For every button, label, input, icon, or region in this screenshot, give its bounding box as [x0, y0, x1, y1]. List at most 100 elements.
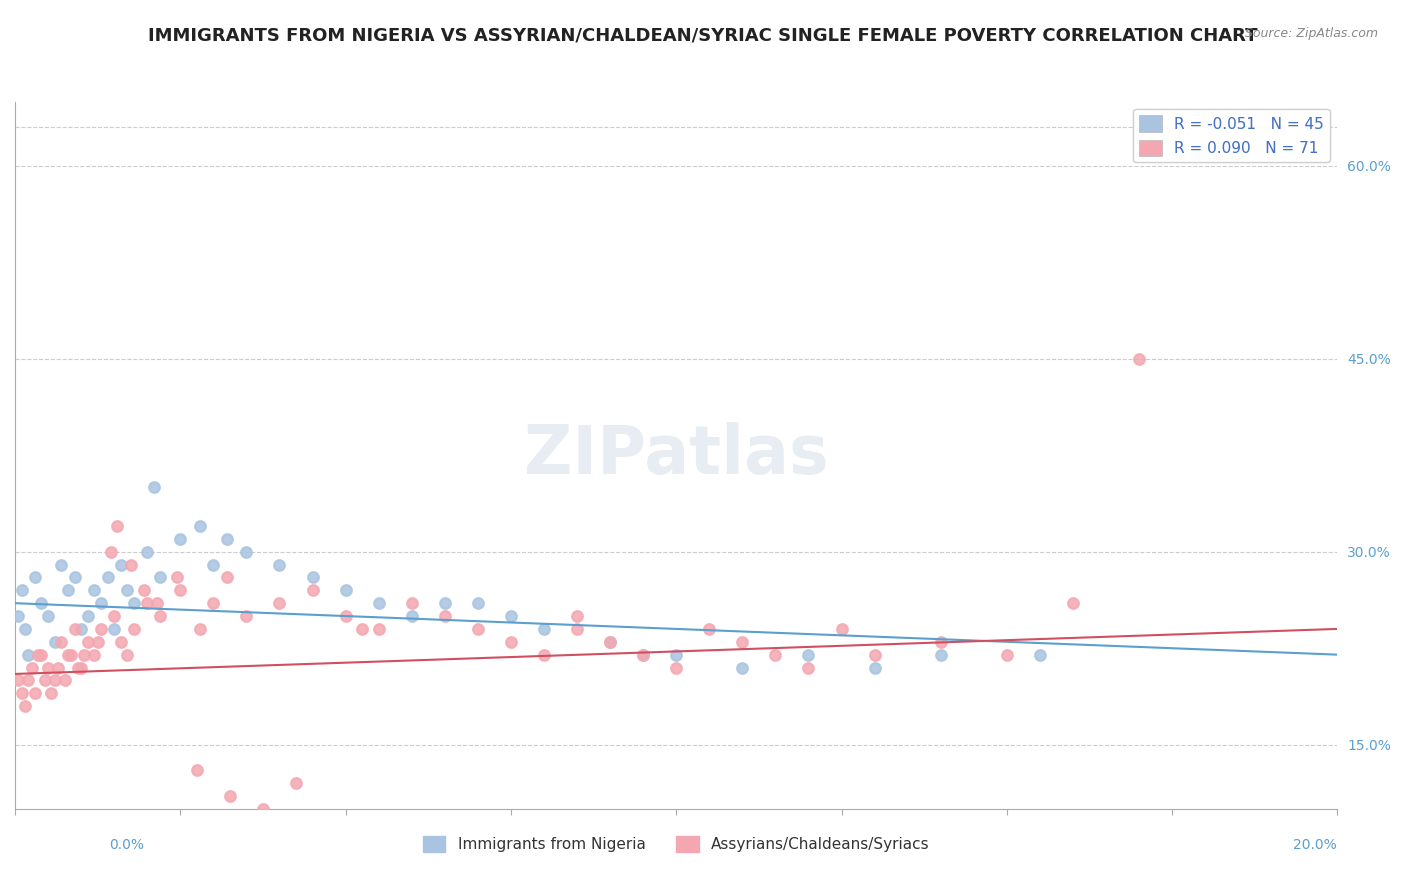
Point: [7, 609, 30, 624]
Point: [533, 622, 555, 636]
Point: [27, 648, 49, 662]
Point: [186, 764, 208, 778]
Point: [117, 648, 139, 662]
Point: [797, 660, 820, 674]
Point: [599, 634, 621, 648]
Point: [83, 583, 105, 598]
Point: [51, 634, 73, 648]
Point: [51, 558, 73, 572]
Point: [401, 596, 423, 610]
Point: [90, 596, 112, 610]
Point: [37, 609, 59, 624]
Point: [335, 609, 357, 624]
Point: [401, 609, 423, 624]
Point: [631, 648, 654, 662]
Point: [56, 648, 79, 662]
Point: [7, 673, 30, 688]
Point: [122, 596, 145, 610]
Point: [97, 570, 120, 584]
Point: [56, 583, 79, 598]
Point: [10, 583, 32, 598]
Point: [215, 532, 238, 546]
Point: [10, 686, 32, 700]
Point: [1062, 596, 1084, 610]
Point: [352, 622, 374, 636]
Point: [107, 519, 129, 533]
Point: [763, 648, 786, 662]
Point: [14, 699, 37, 714]
Point: [24, 686, 46, 700]
Point: [76, 609, 98, 624]
Point: [30, 596, 52, 610]
Point: [46, 660, 69, 674]
Point: [285, 776, 308, 790]
Point: [132, 583, 155, 598]
Point: [30, 648, 52, 662]
Point: [301, 583, 323, 598]
Point: [665, 660, 688, 674]
Point: [166, 570, 188, 584]
Point: [17, 673, 39, 688]
Point: [37, 660, 59, 674]
Point: [252, 802, 274, 816]
Point: [335, 583, 357, 598]
Point: [929, 648, 952, 662]
Point: [41, 686, 63, 700]
Point: [120, 558, 142, 572]
Point: [188, 519, 211, 533]
Point: [136, 545, 159, 559]
Point: [1029, 648, 1052, 662]
Text: Source: ZipAtlas.com: Source: ZipAtlas.com: [1244, 27, 1378, 40]
Point: [76, 634, 98, 648]
Point: [24, 570, 46, 584]
Point: [499, 609, 522, 624]
Point: [433, 609, 456, 624]
Point: [142, 480, 165, 494]
Point: [533, 648, 555, 662]
Point: [44, 634, 66, 648]
Point: [14, 622, 37, 636]
Point: [599, 634, 621, 648]
Point: [219, 789, 242, 804]
Point: [20, 660, 42, 674]
Point: [146, 596, 169, 610]
Point: [169, 583, 191, 598]
Point: [44, 673, 66, 688]
Point: [697, 622, 720, 636]
Point: [467, 622, 489, 636]
Point: [202, 558, 225, 572]
Point: [100, 545, 122, 559]
Legend: R = -0.051   N = 45, R = 0.090   N = 71: R = -0.051 N = 45, R = 0.090 N = 71: [1133, 109, 1330, 162]
Point: [269, 596, 291, 610]
Text: 0.0%: 0.0%: [110, 838, 143, 853]
Point: [301, 570, 323, 584]
Point: [73, 648, 96, 662]
Point: [136, 596, 159, 610]
Point: [731, 660, 754, 674]
Point: [565, 609, 588, 624]
Point: [90, 622, 112, 636]
Point: [188, 622, 211, 636]
Point: [863, 660, 886, 674]
Point: [731, 634, 754, 648]
Point: [863, 648, 886, 662]
Point: [215, 570, 238, 584]
Point: [499, 634, 522, 648]
Point: [169, 532, 191, 546]
Point: [467, 596, 489, 610]
Point: [60, 648, 83, 662]
Point: [1128, 351, 1150, 366]
Point: [70, 660, 93, 674]
Point: [367, 622, 389, 636]
Point: [110, 634, 132, 648]
Point: [565, 622, 588, 636]
Point: [631, 648, 654, 662]
Point: [83, 648, 105, 662]
Point: [433, 596, 456, 610]
Point: [367, 596, 389, 610]
Point: [103, 622, 125, 636]
Point: [202, 596, 225, 610]
Point: [831, 622, 853, 636]
Point: [53, 673, 76, 688]
Point: [103, 609, 125, 624]
